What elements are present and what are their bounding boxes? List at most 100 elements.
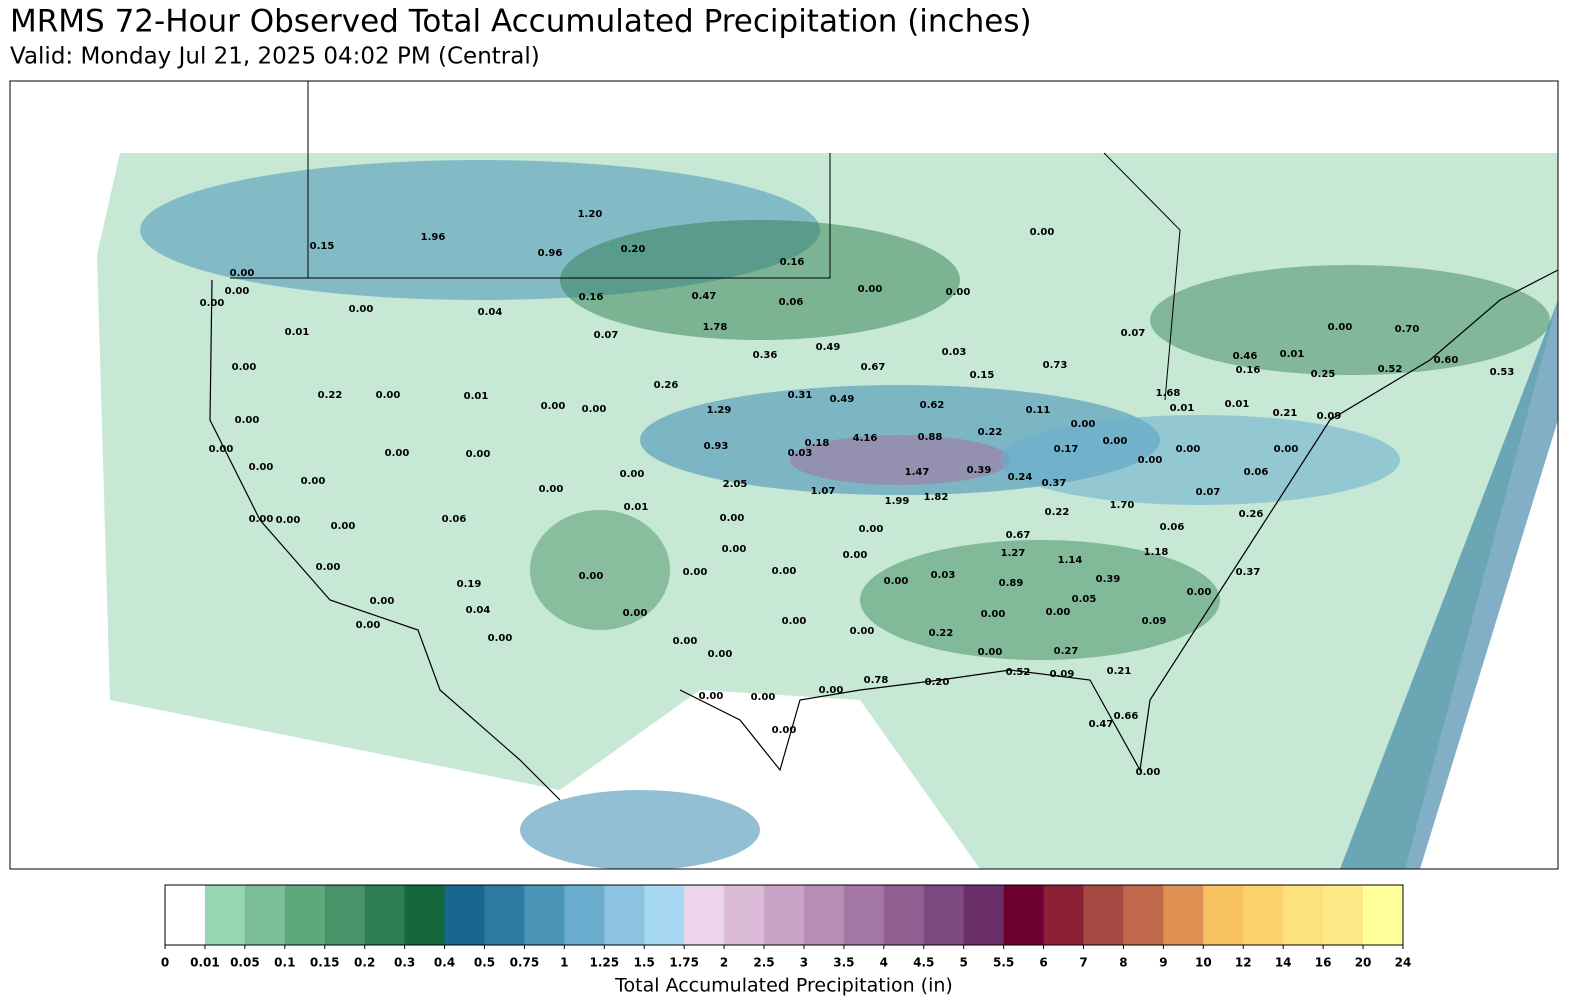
station-value: 0.16 — [780, 257, 805, 268]
color-swatch — [1003, 885, 1045, 945]
station-value: 0.00 — [225, 286, 250, 297]
station-value: 0.93 — [704, 441, 729, 452]
station-value: 0.11 — [1026, 405, 1051, 416]
station-value: 0.00 — [539, 484, 564, 495]
station-value: 0.00 — [331, 521, 356, 532]
station-value: 0.01 — [1225, 399, 1250, 410]
colorbar-tick-label: 20 — [1355, 956, 1372, 970]
station-value: 0.25 — [1311, 369, 1336, 380]
station-value: 0.00 — [620, 469, 645, 480]
station-value: 0.46 — [1233, 351, 1258, 362]
color-swatch — [404, 885, 446, 945]
station-value: 1.07 — [811, 486, 836, 497]
station-value: 0.52 — [1378, 364, 1403, 375]
colorbar-tick-label: 1.25 — [589, 956, 619, 970]
station-value: 0.16 — [1236, 365, 1261, 376]
station-value: 0.00 — [1046, 607, 1071, 618]
colorbar-tick-label: 0.01 — [190, 956, 220, 970]
station-value: 1.18 — [1144, 547, 1169, 558]
station-value: 1.14 — [1058, 555, 1083, 566]
station-value: 0.01 — [624, 502, 649, 513]
station-value: 0.21 — [1107, 666, 1132, 677]
station-value: 0.78 — [864, 675, 889, 686]
station-value: 0.26 — [1239, 509, 1264, 520]
station-value: 0.00 — [981, 609, 1006, 620]
station-value: 0.00 — [200, 298, 225, 309]
color-swatch — [484, 885, 525, 945]
station-value: 0.00 — [385, 448, 410, 459]
colorbar-tick-label: 2.5 — [753, 956, 774, 970]
station-value: 0.15 — [310, 241, 335, 252]
station-value: 0.39 — [967, 465, 992, 476]
station-value: 0.37 — [1042, 478, 1067, 489]
station-value: 0.36 — [753, 350, 778, 361]
station-value: 0.00 — [978, 647, 1003, 658]
color-swatch — [923, 885, 965, 945]
station-value: 0.06 — [1160, 522, 1185, 533]
color-swatch — [604, 885, 645, 945]
station-value: 0.39 — [1096, 574, 1121, 585]
station-value: 0.00 — [1103, 436, 1128, 447]
station-value: 1.68 — [1156, 388, 1181, 399]
color-swatch — [444, 885, 485, 945]
station-value: 4.16 — [853, 433, 878, 444]
colorbar-tick-label: 4.5 — [913, 956, 934, 970]
station-value: 0.00 — [673, 636, 698, 647]
colorbar-tick-label: 12 — [1235, 956, 1252, 970]
station-value: 1.78 — [703, 322, 728, 333]
station-value: 0.00 — [1187, 587, 1212, 598]
station-value: 0.47 — [1089, 719, 1114, 730]
colorbar-tick-label: 10 — [1195, 956, 1212, 970]
station-value: 2.05 — [723, 479, 748, 490]
station-value: 0.20 — [925, 677, 950, 688]
precip-field — [97, 81, 1558, 869]
colorbar-tick-label: 8 — [1119, 956, 1127, 970]
station-value: 0.00 — [1071, 419, 1096, 430]
title: MRMS 72-Hour Observed Total Accumulated … — [10, 4, 1032, 40]
station-value: 0.00 — [722, 544, 747, 555]
colorbar-tick-label: 1.5 — [634, 956, 655, 970]
color-swatch — [1363, 885, 1404, 945]
station-value: 0.00 — [582, 404, 607, 415]
station-value: 0.00 — [232, 362, 257, 373]
station-value: 0.00 — [356, 620, 381, 631]
station-value: 0.52 — [1006, 667, 1031, 678]
colorbar-tick-label: 0.75 — [510, 956, 540, 970]
colorbar-label: Total Accumulated Precipitation (in) — [614, 975, 953, 997]
station-value: 0.62 — [920, 400, 945, 411]
station-value: 0.00 — [235, 415, 260, 426]
color-swatch — [1243, 885, 1284, 945]
color-swatch — [724, 885, 765, 945]
station-value: 0.00 — [858, 284, 883, 295]
color-swatch — [1203, 885, 1244, 945]
station-value: 0.49 — [816, 342, 841, 353]
color-swatch — [204, 885, 246, 945]
station-value: 0.06 — [779, 297, 804, 308]
color-swatch — [1043, 885, 1085, 945]
station-value: 0.89 — [999, 578, 1024, 589]
station-value: 0.17 — [1054, 444, 1079, 455]
station-value: 0.01 — [1280, 349, 1305, 360]
station-value: 0.00 — [370, 596, 395, 607]
station-value: 0.24 — [1008, 472, 1033, 483]
station-value: 0.22 — [318, 390, 343, 401]
station-value: 0.03 — [942, 347, 967, 358]
station-value: 0.00 — [301, 476, 326, 487]
station-value: 1.47 — [905, 467, 930, 478]
station-value: 0.03 — [931, 570, 956, 581]
colorbar-tick-label: 0.1 — [274, 956, 295, 970]
color-swatch — [284, 885, 326, 945]
colorbar-tick-label: 4 — [880, 956, 888, 970]
station-value: 0.20 — [621, 244, 646, 255]
colorbar-frame — [164, 884, 1404, 946]
color-swatch — [644, 885, 685, 945]
station-value: 1.99 — [885, 496, 910, 507]
colorbar-tick-label: 2 — [720, 956, 728, 970]
station-value: 0.00 — [376, 390, 401, 401]
station-value: 0.09 — [1142, 616, 1167, 627]
station-value: 0.09 — [1317, 411, 1342, 422]
colorbar-tick-label: 14 — [1275, 956, 1292, 970]
colorbar-tick-label: 24 — [1395, 956, 1412, 970]
